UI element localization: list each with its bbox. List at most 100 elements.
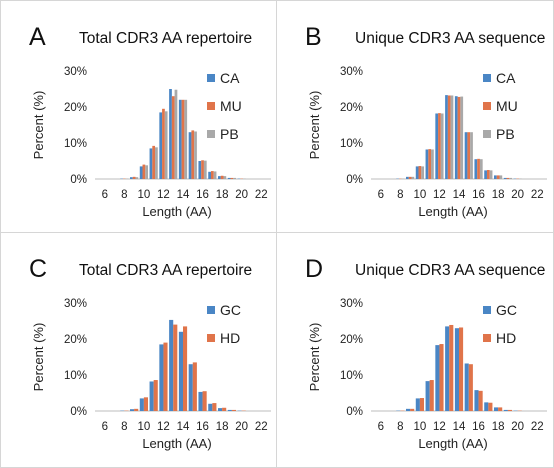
bar-ca-13 bbox=[445, 95, 448, 179]
bar-hd-13 bbox=[173, 324, 178, 411]
chart-svg: B Unique CDR3 AA sequence 0% 10% 20% 30% 6 8 10 1… bbox=[305, 23, 547, 219]
y-axis-label: Percent (%) bbox=[31, 323, 46, 392]
y-tick-label: 0% bbox=[70, 174, 87, 186]
x-tick-label: 14 bbox=[177, 189, 190, 201]
bar-gc-10 bbox=[415, 398, 420, 411]
bar-ca-18 bbox=[218, 176, 221, 179]
bar-hd-19 bbox=[231, 409, 236, 411]
bar-mu-10 bbox=[418, 166, 422, 179]
bar-ca-14 bbox=[178, 99, 182, 179]
legend-swatch-hd bbox=[207, 334, 215, 342]
bar-ca-15 bbox=[188, 132, 192, 179]
bar-ca-16 bbox=[198, 161, 202, 179]
panel-letter: D bbox=[305, 255, 323, 283]
bar-mu-15 bbox=[191, 130, 195, 179]
bar-hd-14 bbox=[459, 327, 464, 411]
x-tick-label: 22 bbox=[255, 421, 268, 433]
chart-title: Unique CDR3 AA sequence bbox=[355, 30, 545, 47]
y-tick-label: 20% bbox=[64, 334, 87, 346]
bar-gc-18 bbox=[218, 408, 223, 411]
chart-title: Total CDR3 AA repertoire bbox=[79, 262, 252, 279]
bar-mu-13 bbox=[447, 95, 451, 179]
x-tick-label: 16 bbox=[472, 189, 485, 201]
bar-pb-12 bbox=[440, 113, 444, 179]
y-tick-label: 10% bbox=[340, 138, 363, 150]
bar-pb-10 bbox=[421, 166, 424, 179]
y-tick-label: 20% bbox=[340, 334, 363, 346]
y-tick-label: 0% bbox=[70, 406, 87, 418]
x-tick-label: 6 bbox=[378, 189, 384, 201]
bar-gc-17 bbox=[208, 403, 213, 411]
bar-gc-16 bbox=[474, 390, 479, 411]
bar-gc-10 bbox=[139, 398, 144, 411]
x-tick-label: 12 bbox=[433, 421, 446, 433]
bar-ca-11 bbox=[149, 148, 153, 179]
bar-hd-17 bbox=[212, 403, 217, 411]
bar-hd-17 bbox=[488, 402, 493, 411]
bar-gc-17 bbox=[484, 402, 489, 411]
bar-pb-11 bbox=[155, 147, 158, 179]
bar-hd-16 bbox=[202, 391, 207, 411]
bar-mu-16 bbox=[477, 158, 480, 179]
x-tick-label: 6 bbox=[102, 189, 108, 201]
y-tick-label: 20% bbox=[64, 102, 87, 114]
bar-mu-19 bbox=[230, 177, 234, 179]
x-tick-label: 18 bbox=[216, 189, 229, 201]
bar-mu-11 bbox=[428, 149, 432, 179]
y-axis-label: Percent (%) bbox=[307, 91, 322, 160]
bar-hd-10 bbox=[419, 398, 424, 411]
bar-mu-15 bbox=[467, 132, 471, 179]
legend-label-gc: GC bbox=[220, 302, 241, 318]
bar-pb-19 bbox=[233, 177, 236, 179]
bar-hd-11 bbox=[153, 380, 158, 411]
bar-pb-19 bbox=[509, 177, 512, 179]
bar-gc-19 bbox=[503, 409, 508, 411]
bar-ca-12 bbox=[159, 112, 163, 179]
bar-hd-15 bbox=[192, 362, 197, 411]
bar-mu-10 bbox=[142, 164, 146, 179]
x-tick-label: 8 bbox=[121, 189, 127, 201]
x-tick-label: 8 bbox=[121, 421, 127, 433]
x-tick-label: 22 bbox=[531, 421, 544, 433]
bar-mu-17 bbox=[486, 170, 490, 179]
x-tick-label: 14 bbox=[453, 189, 466, 201]
legend-swatch-gc bbox=[483, 306, 491, 314]
x-axis-label: Length (AA) bbox=[418, 204, 487, 219]
y-tick-label: 0% bbox=[346, 406, 363, 418]
legend-swatch-ca bbox=[207, 74, 215, 82]
legend-label-pb: PB bbox=[496, 126, 515, 142]
bar-ca-13 bbox=[169, 89, 172, 179]
bar-mu-9 bbox=[132, 176, 136, 179]
x-tick-label: 16 bbox=[472, 421, 485, 433]
bar-pb-18 bbox=[223, 176, 227, 179]
legend-label-hd: HD bbox=[496, 330, 516, 346]
chart-svg: A Total CDR3 AA repertoire 0% 10% 20% 30% 6 8 10… bbox=[29, 23, 271, 219]
x-tick-label: 16 bbox=[196, 189, 209, 201]
bar-mu-18 bbox=[496, 175, 500, 179]
legend-swatch-hd bbox=[483, 334, 491, 342]
legend-swatch-mu bbox=[207, 102, 215, 110]
legend-swatch-mu bbox=[483, 102, 491, 110]
legend-label-ca: CA bbox=[496, 70, 516, 86]
x-tick-label: 18 bbox=[492, 421, 505, 433]
bar-ca-17 bbox=[484, 170, 487, 179]
x-tick-label: 20 bbox=[511, 189, 524, 201]
panel-d: D Unique CDR3 AA sequence 0% 10% 20% 30% 6 8 10 1… bbox=[277, 233, 553, 465]
bar-pb-11 bbox=[431, 149, 434, 179]
x-tick-label: 18 bbox=[492, 189, 505, 201]
bar-ca-15 bbox=[464, 132, 468, 179]
bar-pb-13 bbox=[174, 89, 178, 179]
y-tick-label: 10% bbox=[340, 370, 363, 382]
bar-gc-9 bbox=[130, 409, 135, 411]
y-tick-label: 0% bbox=[346, 174, 363, 186]
legend-swatch-gc bbox=[207, 306, 215, 314]
bar-gc-12 bbox=[435, 345, 440, 411]
chart-svg: C Total CDR3 AA repertoire 0% 10% 20% 30% 6 8 10… bbox=[29, 255, 271, 451]
x-tick-label: 8 bbox=[397, 189, 403, 201]
x-tick-label: 10 bbox=[137, 189, 150, 201]
x-tick-label: 10 bbox=[413, 189, 426, 201]
bar-pb-10 bbox=[145, 165, 148, 179]
bar-pb-9 bbox=[411, 176, 415, 179]
bar-hd-15 bbox=[468, 364, 473, 411]
bar-hd-16 bbox=[478, 390, 483, 411]
